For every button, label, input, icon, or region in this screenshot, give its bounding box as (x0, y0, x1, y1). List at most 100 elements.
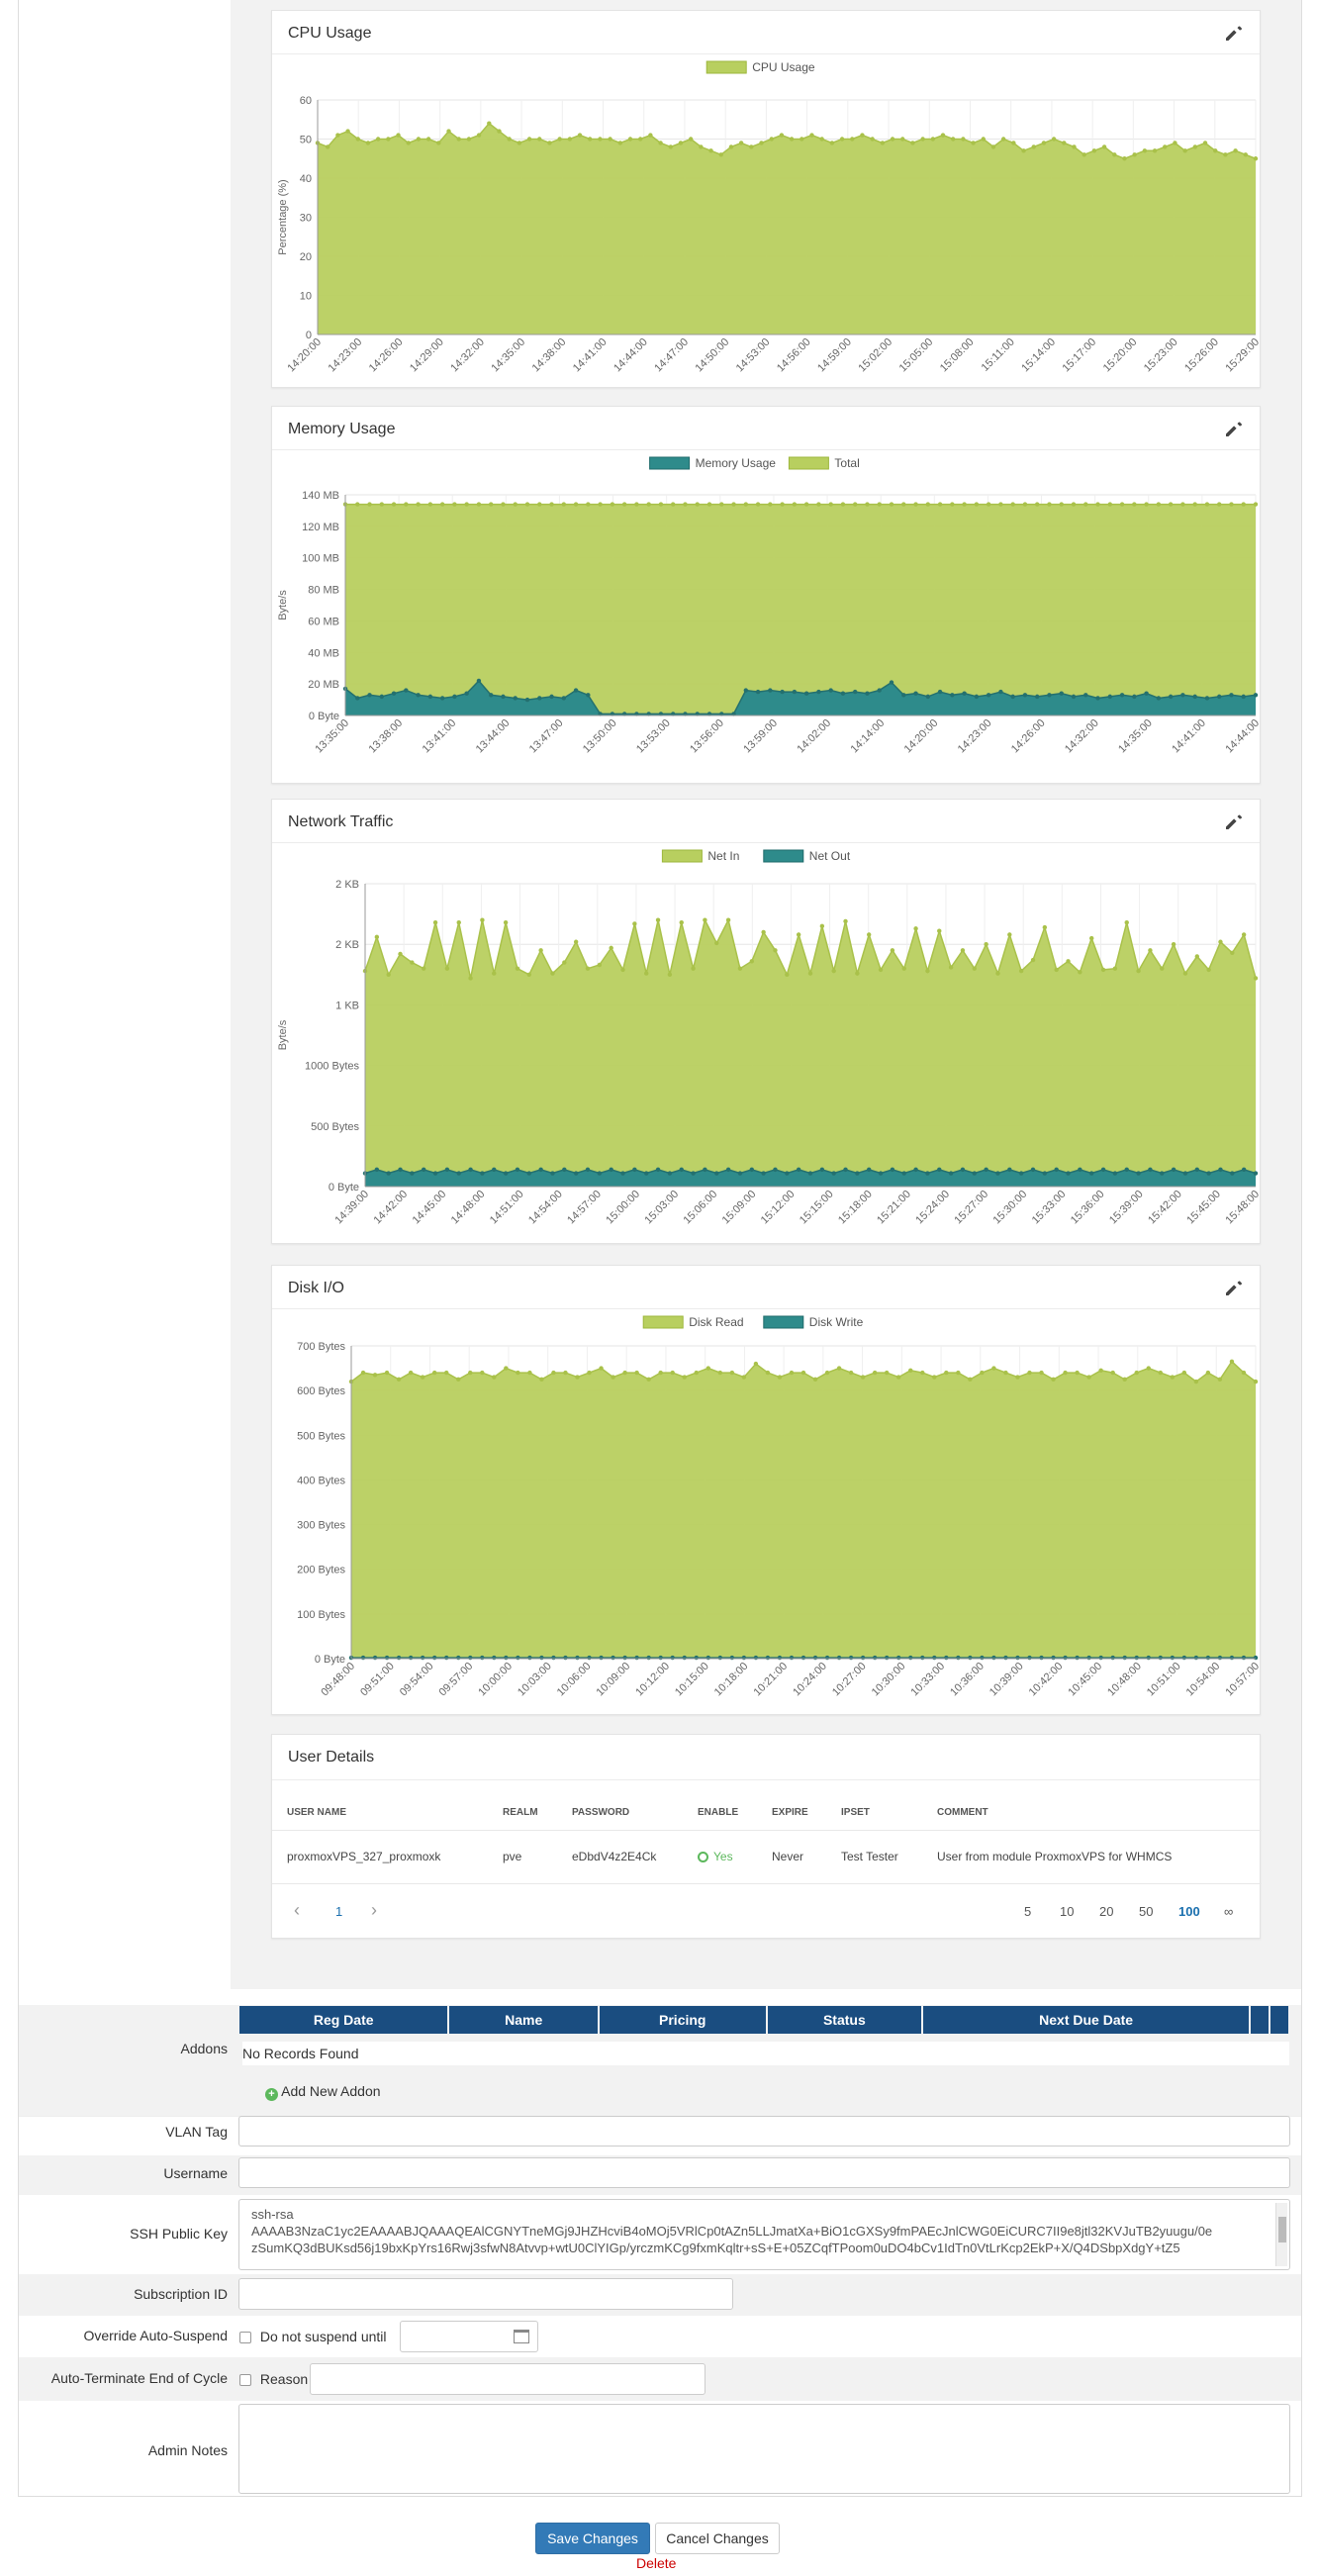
network-traffic-panel: Network Traffic Net In Net Out 0 Byte 500 B… (271, 799, 1262, 1244)
x-tick-label: 14:38:00 (530, 336, 569, 375)
data-point (456, 1655, 461, 1661)
delete-link[interactable]: Delete (636, 2555, 677, 2571)
data-point (990, 144, 996, 149)
add-addon-link[interactable]: + Add New Addon (265, 2083, 381, 2101)
data-point (422, 966, 426, 971)
data-point (932, 1655, 937, 1661)
data-point (620, 1171, 625, 1176)
chart-legend: Disk Read Disk Write (642, 1315, 864, 1329)
data-point (416, 137, 422, 142)
data-point (780, 502, 785, 507)
page-size-20[interactable]: 20 (1099, 1904, 1114, 1919)
column-header[interactable]: IPSET (826, 1794, 922, 1831)
do-not-suspend-checkbox[interactable] (239, 2332, 251, 2343)
ssh-key-textarea[interactable]: ssh-rsa AAAAB3NzaC1yc2EAAAABJQAAAQEAlCGN… (238, 2199, 1290, 2270)
data-point (800, 1655, 806, 1661)
cancel-changes-button[interactable]: Cancel Changes (655, 2523, 780, 2554)
page-size-50[interactable]: 50 (1139, 1904, 1154, 1919)
data-point (960, 1167, 966, 1173)
data-point (706, 1655, 710, 1661)
data-point (487, 121, 492, 126)
data-point (515, 1167, 520, 1173)
data-point (991, 1655, 996, 1661)
data-point (567, 137, 573, 142)
admin-notes-textarea[interactable] (238, 2404, 1290, 2494)
save-changes-button[interactable]: Save Changes (535, 2523, 650, 2554)
legend-label: Net Out (809, 849, 851, 863)
column-header[interactable] (1251, 2006, 1270, 2034)
page-size-10[interactable]: 10 (1060, 1904, 1075, 1919)
table-row[interactable]: proxmoxVPS_327_proxmoxk pve eDbdV4z2E4Ck… (272, 1830, 1262, 1884)
subscription-id-input[interactable] (238, 2278, 733, 2310)
calendar-icon[interactable] (514, 2330, 529, 2343)
pencil-icon[interactable] (1222, 21, 1246, 45)
suspend-date-input[interactable] (400, 2321, 538, 2352)
pencil-icon[interactable] (1222, 417, 1246, 440)
data-point (682, 1655, 687, 1661)
data-point (1158, 1370, 1163, 1376)
page-size-100[interactable]: 100 (1178, 1904, 1200, 1919)
data-point (1132, 502, 1137, 507)
disk-io-chart: Disk Read Disk Write 0 Byte 100 Bytes 200 By… (297, 1315, 1262, 1699)
pencil-icon[interactable] (1222, 810, 1246, 833)
column-header[interactable]: PASSWORD (557, 1794, 683, 1831)
data-point (824, 1655, 830, 1661)
x-tick-label: 10:18:00 (712, 1661, 751, 1699)
y-tick-label: 0 Byte (329, 1182, 359, 1193)
scrollbar-thumb[interactable] (1278, 2217, 1286, 2242)
y-tick-label: 2 KB (335, 879, 359, 891)
data-point (476, 678, 482, 684)
enable-cell: Yes (683, 1830, 757, 1884)
data-point (884, 1370, 890, 1376)
data-point (789, 1655, 795, 1661)
data-point (1071, 502, 1077, 507)
data-point (706, 502, 712, 507)
data-point (1082, 152, 1086, 157)
data-point (956, 1655, 961, 1661)
vlan-tag-input[interactable] (238, 2116, 1290, 2147)
column-header[interactable]: ENABLE (683, 1794, 757, 1831)
data-point (853, 502, 858, 507)
column-header[interactable] (1270, 2006, 1288, 2034)
legend-label: Disk Write (809, 1315, 864, 1329)
data-point (831, 968, 836, 974)
pencil-icon[interactable] (1222, 1276, 1246, 1299)
column-header[interactable]: COMMENT (922, 1794, 1262, 1831)
page-size-all[interactable]: ∞ (1224, 1904, 1234, 1919)
page-number[interactable]: 1 (335, 1904, 343, 1919)
data-point (644, 1171, 649, 1176)
data-point (1156, 696, 1162, 701)
y-tick-label: 0 Byte (309, 711, 339, 722)
column-header[interactable]: Status (767, 2006, 922, 2034)
data-point (456, 1171, 461, 1176)
data-point (670, 1655, 675, 1661)
auto-terminate-checkbox[interactable] (239, 2374, 251, 2386)
page-size-5[interactable]: 5 (1024, 1904, 1032, 1919)
data-point (853, 689, 858, 695)
data-point (855, 1171, 860, 1176)
scrollbar[interactable] (1275, 2203, 1287, 2266)
column-header[interactable]: Pricing (599, 2006, 766, 2034)
column-header[interactable]: EXPIRE (757, 1794, 826, 1831)
data-point (404, 688, 409, 693)
username-input[interactable] (238, 2157, 1290, 2188)
column-header[interactable]: REALM (488, 1794, 557, 1831)
y-tick-label: 0 Byte (315, 1654, 345, 1666)
column-header[interactable]: Next Due Date (923, 2006, 1250, 2034)
chart-legend: Memory Usage Total (649, 456, 860, 470)
y-tick-label: 100 MB (302, 553, 339, 565)
next-page-button[interactable]: › (371, 1900, 377, 1920)
data-point (1171, 1167, 1176, 1173)
data-point (937, 689, 943, 695)
data-point (984, 1167, 988, 1173)
column-header[interactable]: Name (449, 2006, 598, 2034)
prev-page-button[interactable]: ‹ (294, 1900, 300, 1920)
y-tick-label: 60 (300, 95, 312, 107)
reason-input[interactable] (310, 2363, 706, 2395)
data-point (1136, 1171, 1141, 1176)
data-point (749, 144, 754, 149)
column-header[interactable]: USER NAME (272, 1794, 488, 1831)
column-header[interactable]: Reg Date (239, 2006, 448, 2034)
series-area (351, 1361, 1256, 1659)
data-point (749, 1167, 754, 1173)
